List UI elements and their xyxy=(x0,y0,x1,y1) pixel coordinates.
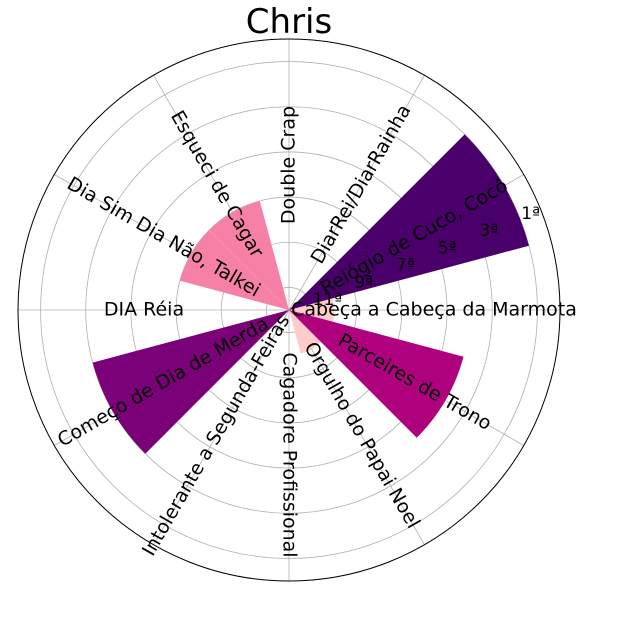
radial-tick-label: 3ª xyxy=(480,221,499,241)
polar-frame xyxy=(17,38,561,582)
bar-0 xyxy=(289,298,335,322)
bar-1 xyxy=(289,134,529,310)
bar-5 xyxy=(179,230,289,310)
radial-tick-label: 9ª xyxy=(354,273,373,293)
bar-11 xyxy=(289,310,464,438)
category-label-6: DIA Réia xyxy=(104,299,184,321)
radial-grid xyxy=(17,38,561,582)
bars xyxy=(92,134,529,454)
grid-spoke xyxy=(288,75,425,311)
category-label-0: Cabeça a Cabeça da Marmota xyxy=(291,299,577,321)
chart-title: Chris xyxy=(246,2,332,42)
radial-tick-label: 11ª xyxy=(313,290,343,310)
category-label-9: Cagadore Profissional xyxy=(279,352,301,557)
bar-10 xyxy=(289,310,321,354)
radial-tick-label: 1ª xyxy=(521,204,540,224)
grid-spoke xyxy=(153,309,290,545)
category-label-3: Double Crap xyxy=(278,106,300,224)
bar-4 xyxy=(209,200,289,310)
radial-tick-labels: 1ª 3ª 5ª 7ª 9ª 11ª xyxy=(313,204,540,310)
bar-7 xyxy=(92,310,290,454)
radial-tick-label: 7ª xyxy=(396,256,415,276)
radial-tick-label: 5ª xyxy=(438,238,457,258)
